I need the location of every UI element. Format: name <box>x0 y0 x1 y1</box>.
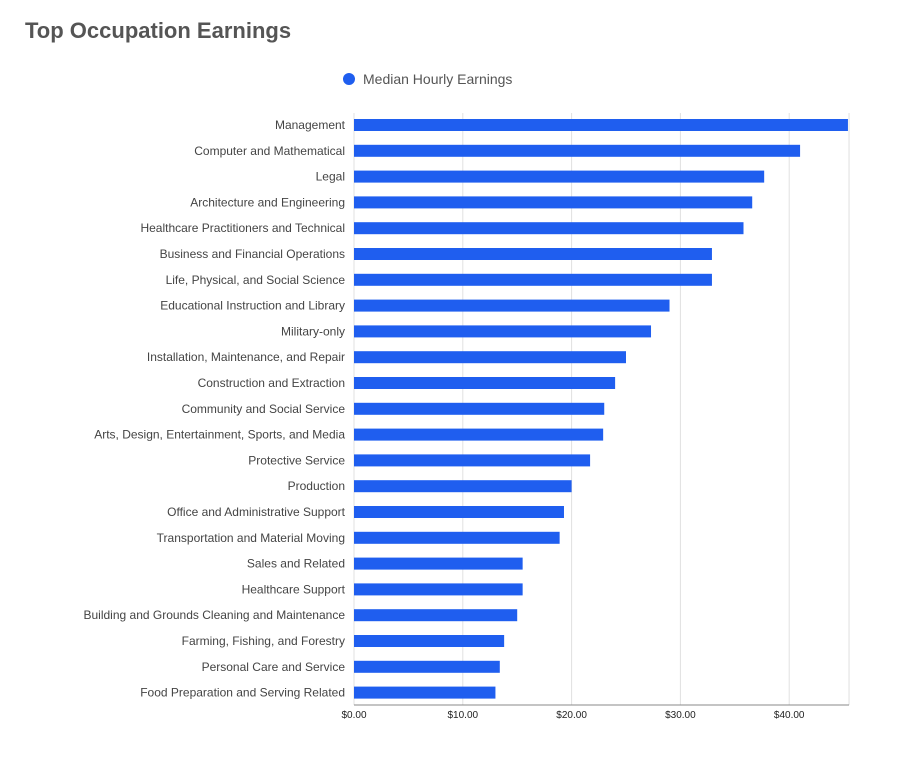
category-label: Architecture and Engineering <box>190 195 345 209</box>
category-labels: Management Computer and Mathematical Legal… <box>83 118 345 700</box>
category-label: Construction and Extraction <box>198 376 345 390</box>
category-label: Food Preparation and Serving Related <box>140 686 345 700</box>
category-label: Transportation and Material Moving <box>157 531 345 545</box>
category-label: Community and Social Service <box>182 402 346 416</box>
bar[interactable] <box>354 144 801 157</box>
x-tick-label: $20.00 <box>556 710 587 721</box>
category-label: Management <box>275 118 346 132</box>
chart-title: Top Occupation Earnings <box>25 18 292 43</box>
bar[interactable] <box>354 402 605 415</box>
bar[interactable] <box>354 273 712 286</box>
category-label: Educational Instruction and Library <box>160 299 345 313</box>
bar[interactable] <box>354 583 523 596</box>
legend-label: Median Hourly Earnings <box>363 71 513 87</box>
category-label: Farming, Fishing, and Forestry <box>182 634 345 648</box>
category-label: Installation, Maintenance, and Repair <box>147 350 345 364</box>
bar[interactable] <box>354 428 604 441</box>
category-label: Sales and Related <box>247 557 345 571</box>
category-label: Healthcare Practitioners and Technical <box>140 221 345 235</box>
category-label: Military-only <box>281 324 345 338</box>
bar[interactable] <box>354 531 560 544</box>
category-label: Life, Physical, and Social Science <box>166 273 346 287</box>
bars <box>354 119 848 699</box>
category-label: Building and Grounds Cleaning and Mainte… <box>83 608 345 622</box>
category-label: Legal <box>316 170 345 184</box>
x-tick-label: $30.00 <box>665 710 696 721</box>
x-tick-label: $40.00 <box>774 710 805 721</box>
x-axis-ticks: $0.00 $10.00 $20.00 $30.00 $40.00 <box>341 710 804 721</box>
bar[interactable] <box>354 660 500 673</box>
legend-swatch <box>343 73 355 85</box>
bar[interactable] <box>354 686 496 699</box>
x-tick-label: $10.00 <box>448 710 479 721</box>
bar[interactable] <box>354 248 712 260</box>
bar[interactable] <box>354 557 523 570</box>
bar[interactable] <box>354 299 670 312</box>
category-label: Protective Service <box>248 453 345 467</box>
category-label: Arts, Design, Entertainment, Sports, and… <box>94 428 345 442</box>
bar[interactable] <box>354 325 652 338</box>
bar[interactable] <box>354 377 616 389</box>
category-label: Computer and Mathematical <box>194 144 345 158</box>
category-label: Production <box>288 479 345 493</box>
bar[interactable] <box>354 222 744 235</box>
bar[interactable] <box>354 196 753 209</box>
legend[interactable]: Median Hourly Earnings <box>343 71 512 87</box>
bar[interactable] <box>354 506 564 518</box>
bar[interactable] <box>354 609 518 622</box>
category-label: Office and Administrative Support <box>167 505 346 519</box>
x-tick-label: $0.00 <box>341 710 366 721</box>
bar[interactable] <box>354 351 626 364</box>
category-label: Personal Care and Service <box>202 660 346 674</box>
bar[interactable] <box>354 635 505 647</box>
bar[interactable] <box>354 119 848 131</box>
bar[interactable] <box>354 170 765 183</box>
bar[interactable] <box>354 454 591 467</box>
bar[interactable] <box>354 480 572 493</box>
category-label: Business and Financial Operations <box>160 247 345 261</box>
category-label: Healthcare Support <box>242 582 346 596</box>
